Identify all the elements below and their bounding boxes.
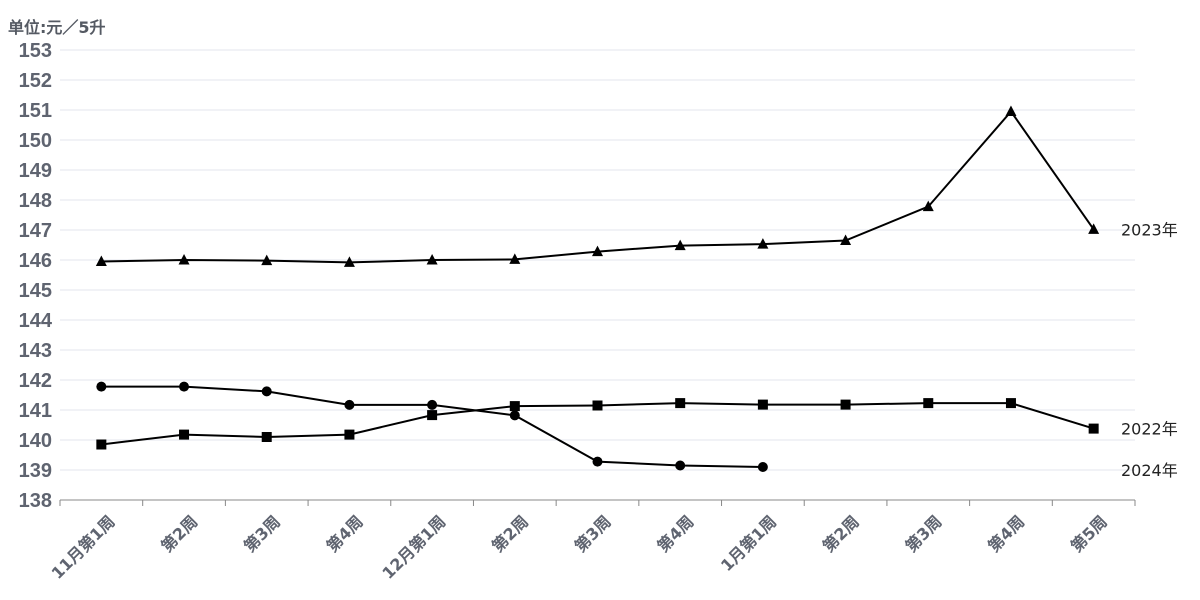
triangle-marker	[178, 254, 190, 265]
triangle-marker	[509, 253, 521, 264]
circle-marker	[344, 399, 355, 410]
y-tick-label: 140	[19, 430, 52, 452]
square-marker	[675, 398, 686, 409]
y-tick-label: 151	[19, 100, 52, 122]
x-tick-label: 第5周	[1067, 512, 1111, 556]
square-marker	[840, 399, 851, 410]
square-marker	[757, 399, 768, 410]
circle-marker	[509, 410, 520, 421]
x-tick-label: 第3周	[571, 512, 615, 556]
square-marker	[923, 398, 934, 409]
circle-marker	[96, 381, 107, 392]
x-tick-label: 第4周	[984, 512, 1028, 556]
square-marker	[261, 432, 272, 442]
square-marker	[96, 439, 107, 450]
x-tick-label: 第2周	[488, 512, 532, 556]
circle-marker	[427, 399, 438, 410]
triangle-marker	[1088, 223, 1100, 234]
square-marker	[592, 400, 603, 411]
x-tick-label: 11月第1周	[48, 512, 119, 583]
circle-marker	[592, 456, 603, 467]
square-marker	[427, 410, 438, 421]
series-name-label: 2022年	[1121, 420, 1178, 439]
y-tick-label: 141	[19, 400, 52, 422]
axis-layer: 138 139 140 141 142 143 144 145 146 147 148 149 150 1…	[19, 40, 1136, 583]
triangle-marker	[922, 200, 934, 212]
series-name-label: 2023年	[1121, 220, 1178, 239]
x-tick-label: 第3周	[240, 512, 284, 556]
x-tick-label: 第2周	[819, 512, 863, 556]
x-tick-label: 第3周	[902, 512, 946, 556]
y-tick-label: 145	[19, 280, 52, 302]
series-line	[101, 385, 763, 468]
y-tick-label: 152	[19, 70, 52, 92]
square-marker	[179, 429, 190, 440]
y-tick-label: 139	[19, 460, 52, 482]
x-tick-label: 第2周	[157, 512, 201, 556]
x-tick-label: 第4周	[654, 512, 698, 556]
square-marker	[509, 401, 520, 412]
triangle-marker	[592, 245, 603, 257]
y-tick-label: 142	[19, 370, 52, 392]
x-tick-label: 1月第1周	[717, 512, 780, 575]
label-layer: 2023年 2022年 2024年	[1121, 220, 1178, 480]
grid-layer	[60, 49, 1135, 471]
y-tick-label: 146	[19, 250, 52, 272]
y-tick-label: 153	[19, 40, 52, 62]
circle-marker	[757, 462, 768, 472]
y-tick-label: 144	[19, 310, 53, 332]
triangle-marker	[757, 238, 769, 249]
circle-marker	[675, 460, 686, 471]
series-name-label: 2024年	[1121, 461, 1178, 480]
square-marker	[344, 429, 355, 440]
x-tick-label: 12月第1周	[378, 512, 449, 583]
y-tick-label: 149	[19, 160, 52, 182]
triangle-marker	[840, 234, 852, 245]
triangle-marker	[1005, 105, 1017, 116]
square-marker	[1088, 423, 1099, 434]
triangle-marker	[674, 239, 686, 251]
triangle-marker	[343, 256, 355, 267]
circle-marker	[261, 386, 272, 397]
square-marker	[1005, 398, 1016, 409]
series-line	[101, 109, 1095, 264]
y-tick-label: 148	[19, 190, 52, 212]
y-tick-label: 143	[19, 340, 52, 362]
x-tick-label: 第4周	[323, 512, 367, 556]
triangle-marker	[426, 254, 438, 265]
triangle-marker	[95, 255, 107, 266]
y-tick-label: 150	[19, 130, 52, 152]
y-tick-label: 147	[19, 220, 52, 242]
triangle-marker	[261, 254, 273, 266]
y-tick-label: 138	[19, 490, 52, 512]
unit-label: 单位:元／5升	[8, 18, 106, 37]
series-layer	[95, 105, 1100, 472]
circle-marker	[179, 381, 190, 392]
